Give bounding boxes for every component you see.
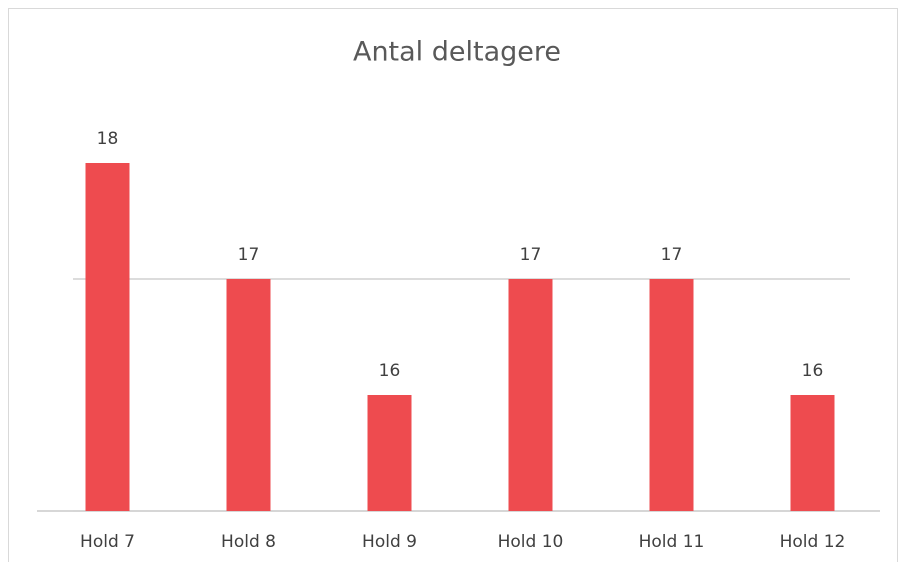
bar: [649, 279, 694, 511]
bar: [367, 395, 412, 511]
x-tick-label: Hold 9: [362, 532, 417, 552]
x-tick-label: Hold 11: [639, 532, 705, 552]
x-tick-label: Hold 8: [221, 532, 276, 552]
bar: [85, 163, 130, 511]
data-label: 16: [802, 361, 824, 381]
data-label: 17: [661, 245, 683, 265]
data-label: 16: [379, 361, 401, 381]
chart-frame: [8, 8, 898, 562]
x-tick-label: Hold 7: [80, 532, 135, 552]
x-tick-label: Hold 12: [780, 532, 846, 552]
bar: [508, 279, 553, 511]
x-tick-label: Hold 10: [498, 532, 564, 552]
chart-title: Antal deltagere: [353, 37, 561, 68]
bar: [790, 395, 835, 511]
data-label: 17: [238, 245, 260, 265]
bar: [226, 279, 271, 511]
data-label: 17: [520, 245, 542, 265]
data-label: 18: [97, 129, 119, 149]
